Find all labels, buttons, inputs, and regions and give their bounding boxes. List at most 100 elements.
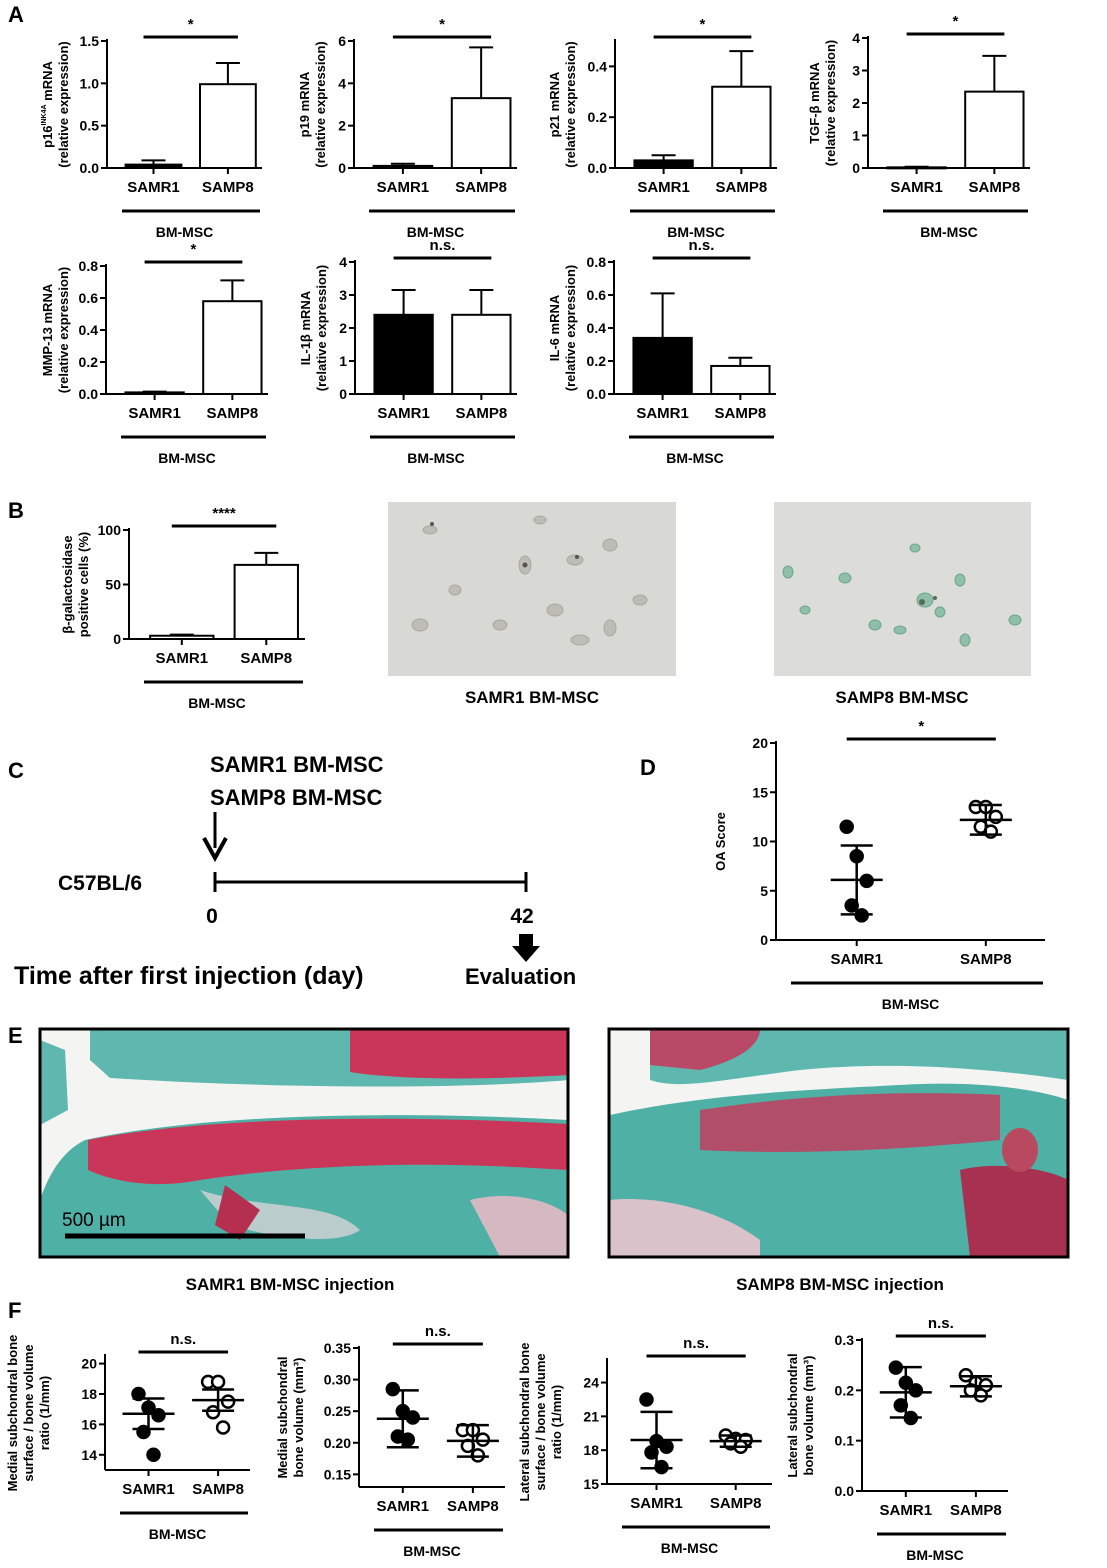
significance-label: n.s. xyxy=(425,1323,451,1340)
y-axis-title: IL-6 mRNA (relative expression) xyxy=(547,265,578,391)
timeline-start-label: 0 xyxy=(206,905,218,928)
y-tick-label: 0.1 xyxy=(835,1433,855,1449)
category-label: SAMP8 xyxy=(716,179,768,196)
data-point-samr1 xyxy=(385,1381,401,1397)
category-label: SAMP8 xyxy=(455,179,507,196)
panel-label-c: C xyxy=(8,758,24,783)
y-axis-title-line: Lateral subchondral xyxy=(785,1353,800,1477)
y-tick-label: 2 xyxy=(338,118,346,134)
panel-label-e: E xyxy=(8,1023,23,1048)
category-label: SAMR1 xyxy=(880,1502,933,1519)
y-tick-label: 2 xyxy=(852,95,860,111)
micrograph-samr1 xyxy=(388,502,676,676)
significance-label: n.s. xyxy=(928,1315,954,1332)
timeline-axis-label: Time after first injection (day) xyxy=(14,962,364,990)
chart-il6: 0.0 0.2 0.4 0.6 0.8 IL-6 mRNA (relative expres… xyxy=(547,237,776,466)
y-axis-title-line: MMP-13 mRNA xyxy=(40,283,55,376)
chart-p19: 0 2 4 6 p19 mRNA (relative expression) SAMR1 SA… xyxy=(297,16,517,240)
y-axis-title-line: Lateral subchondral bone xyxy=(517,1343,532,1502)
y-tick-label: 5 xyxy=(760,883,768,899)
y-tick-label: 0 xyxy=(852,160,860,176)
timeline-strain: C57BL/6 xyxy=(58,872,142,895)
y-tick-label: 0.4 xyxy=(587,320,607,336)
y-tick-label: 0.25 xyxy=(324,1403,351,1419)
bar-samp8 xyxy=(710,364,771,396)
caption-samr1-bm-msc: SAMR1 BM-MSC xyxy=(465,688,599,707)
significance-label: * xyxy=(918,718,924,735)
y-axis-title-line: IL-6 mRNA xyxy=(547,294,562,361)
group-label: BM-MSC xyxy=(407,224,465,240)
scale-bar-label: 500 µm xyxy=(62,1210,126,1231)
category-label: SAMR1 xyxy=(127,179,180,196)
y-tick-label: 0.5 xyxy=(80,118,100,134)
data-point-samr1 xyxy=(839,819,854,834)
chart-p21: 0.0 0.2 0.4 p21 mRNA (relative expression) SA… xyxy=(547,16,777,240)
y-tick-label: 0.20 xyxy=(324,1435,351,1451)
caption-samr1-injection: SAMR1 BM-MSC injection xyxy=(186,1275,395,1294)
group-label: BM-MSC xyxy=(666,450,724,466)
y-tick-label: 0 xyxy=(113,631,121,647)
y-tick-label: 3 xyxy=(339,287,347,303)
y-axis-title-line: surface / bone volume xyxy=(21,1344,36,1481)
y-tick-label: 0 xyxy=(339,386,347,402)
timeline-injection-line1: SAMR1 BM-MSC xyxy=(210,752,384,777)
y-tick-label: 20 xyxy=(752,735,768,751)
y-axis-title-suffix: mRNA xyxy=(40,61,55,105)
panel-label-b: B xyxy=(8,498,24,523)
y-axis-title: TGF-β mRNA (relative expression) xyxy=(807,40,838,166)
y-axis-title-line: ratio (1/mm) xyxy=(37,1376,52,1450)
y-axis-title: p21 mRNA (relative expression) xyxy=(547,41,578,167)
group-label: BM-MSC xyxy=(906,1547,964,1563)
panel-label-a: A xyxy=(8,2,24,27)
y-axis-title-line: (relative expression) xyxy=(313,41,328,167)
category-label: SAMR1 xyxy=(156,650,209,667)
y-axis-title-line: (relative expression) xyxy=(56,41,71,167)
timeline-evaluation-label: Evaluation xyxy=(465,964,576,989)
group-label: BM-MSC xyxy=(882,996,940,1012)
timeline: SAMR1 BM-MSC SAMP8 BM-MSC C57BL/6 0 42 T… xyxy=(14,752,576,990)
y-axis-title: Medial subchondral bone surface / bone vo… xyxy=(5,1335,52,1492)
evaluation-arrow-shaft xyxy=(519,934,533,946)
data-point-samp8 xyxy=(210,1374,226,1390)
data-point-samp8 xyxy=(215,1420,231,1435)
data-point-samr1 xyxy=(146,1447,161,1463)
bar-samr1 xyxy=(372,164,434,169)
y-tick-label: 16 xyxy=(81,1416,97,1432)
y-tick-label: 0.0 xyxy=(79,386,99,402)
y-tick-label: 50 xyxy=(105,577,121,593)
y-tick-label: 1 xyxy=(339,353,347,369)
y-axis-title-line: (relative expression) xyxy=(563,41,578,167)
evaluation-arrow-icon xyxy=(512,946,540,962)
data-point-samr1 xyxy=(131,1386,146,1402)
category-label: SAMR1 xyxy=(377,1498,430,1515)
y-tick-label: 0 xyxy=(338,160,346,176)
category-label: SAMR1 xyxy=(122,1481,175,1498)
y-axis-title-line: (relative expression) xyxy=(563,265,578,391)
timeline-end-label: 42 xyxy=(510,905,533,928)
bar-samp8 xyxy=(964,90,1025,169)
category-label: SAMR1 xyxy=(637,179,690,196)
caption-samp8-bm-msc: SAMP8 BM-MSC xyxy=(835,688,968,707)
y-tick-label: 0.4 xyxy=(79,322,99,338)
chart-beta-gal: 0 50 100 β-galactosidase positive cells (%) S… xyxy=(60,505,305,711)
group-label: BM-MSC xyxy=(158,450,216,466)
y-tick-label: 1.0 xyxy=(80,75,100,91)
y-tick-label: 0.3 xyxy=(835,1332,855,1348)
y-axis-title: p19 mRNA (relative expression) xyxy=(297,41,328,167)
y-axis-title-line: Medial subchondral bone xyxy=(5,1335,20,1492)
group-label: BM-MSC xyxy=(156,224,214,240)
data-point-samp8 xyxy=(475,1432,491,1447)
y-axis-title-line: ratio (1/mm) xyxy=(549,1385,564,1459)
y-tick-label: 14 xyxy=(81,1447,97,1463)
y-axis-title: p16INK4A mRNA (relative expression) xyxy=(40,41,71,167)
histology-samr1 xyxy=(38,1027,570,1259)
y-tick-label: 0.15 xyxy=(324,1466,351,1482)
y-tick-label: 0.4 xyxy=(588,58,608,74)
category-label: SAMP8 xyxy=(710,1495,762,1512)
data-point-samp8 xyxy=(220,1394,236,1409)
y-axis-title-line: bone volume (mm³) xyxy=(291,1358,306,1478)
y-axis-title: Medial subchondral bone volume (mm³) xyxy=(275,1356,306,1478)
category-label: SAMP8 xyxy=(192,1481,244,1498)
category-label: SAMR1 xyxy=(890,179,943,196)
y-tick-label: 21 xyxy=(583,1408,599,1424)
